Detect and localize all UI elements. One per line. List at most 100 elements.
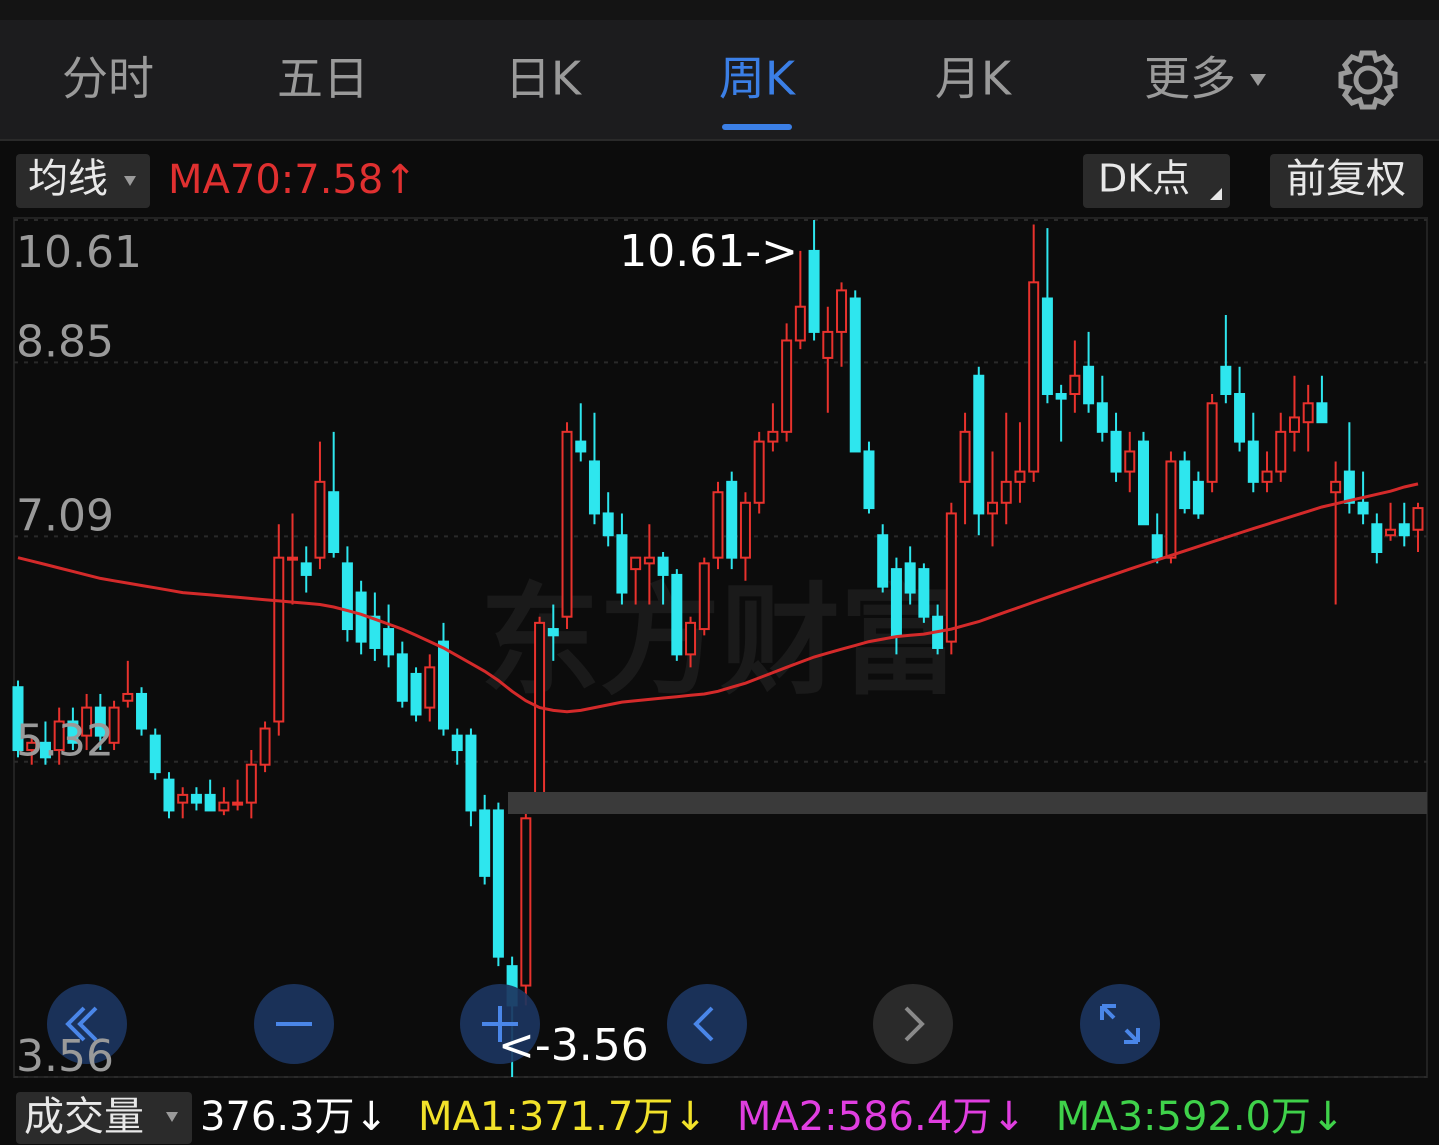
- candle-body: [1343, 470, 1355, 504]
- candle-body: [739, 501, 751, 559]
- candle-body: [643, 556, 655, 565]
- candle-body: [108, 706, 120, 744]
- candle-body: [1096, 402, 1108, 433]
- candle-body: [1069, 374, 1081, 396]
- low-annotation: <-3.56: [498, 1020, 649, 1071]
- candle-body: [94, 706, 106, 737]
- candle-body: [822, 330, 834, 359]
- candle-body: [794, 305, 806, 342]
- candle-body: [945, 512, 957, 643]
- candle-body: [534, 621, 546, 804]
- volume-legend-item: 376.3万↓: [200, 1094, 388, 1140]
- high-annotation: 10.61->: [619, 226, 798, 277]
- control-button[interactable]: [667, 984, 747, 1064]
- tab-label[interactable]: 五日: [277, 52, 369, 106]
- candle-body: [575, 440, 587, 453]
- watermark: 东方财富: [480, 573, 960, 712]
- volume-legend-item: MA3:592.0万↓: [1056, 1094, 1345, 1140]
- candle-body: [410, 672, 422, 716]
- candle-body: [1234, 393, 1246, 443]
- candle-body: [808, 249, 820, 333]
- dropdown-icon: [1250, 74, 1266, 86]
- candle-body: [328, 491, 340, 554]
- candle-body: [1220, 365, 1232, 396]
- candle-body: [836, 289, 848, 333]
- candle-body: [1041, 297, 1053, 396]
- candle-body: [314, 480, 326, 559]
- dk-button[interactable]: [1083, 154, 1230, 208]
- candle-body: [1014, 470, 1026, 483]
- candle-body: [877, 534, 889, 588]
- volume-button[interactable]: [16, 1092, 192, 1144]
- candle-body: [245, 763, 257, 804]
- y-tick-label: 3.56: [16, 1031, 114, 1082]
- y-tick-label: 10.61: [16, 227, 142, 278]
- candle-body: [630, 556, 642, 571]
- candle-body: [355, 591, 367, 643]
- ma-button[interactable]: [16, 154, 150, 208]
- candle-body: [12, 686, 24, 752]
- candle-body: [1371, 523, 1383, 554]
- candle-body: [712, 491, 724, 559]
- adjust-button[interactable]: [1270, 154, 1423, 208]
- candle-body: [1165, 460, 1177, 559]
- y-tick-label: 8.85: [16, 316, 114, 367]
- control-button[interactable]: [47, 984, 127, 1064]
- candle-body: [547, 628, 559, 637]
- candle-body: [26, 741, 38, 752]
- candle-body: [1192, 480, 1204, 515]
- tab-label[interactable]: 周K: [719, 52, 797, 106]
- candle-body: [1302, 402, 1314, 424]
- candle-body: [190, 793, 202, 804]
- candle-body: [1137, 440, 1149, 526]
- candle-body: [1179, 460, 1191, 510]
- control-button[interactable]: [873, 984, 953, 1064]
- y-tick-label: 7.09: [16, 490, 114, 541]
- candle-body: [383, 628, 395, 656]
- candle-body: [81, 706, 93, 737]
- candle-body: [136, 692, 148, 730]
- volume-button-label: 成交量: [24, 1094, 144, 1140]
- candle-body: [1316, 402, 1328, 424]
- control-button[interactable]: [1080, 984, 1160, 1064]
- adjust-button-label: 前复权: [1286, 156, 1406, 202]
- candle-body: [1028, 281, 1040, 473]
- candle-body: [973, 374, 985, 515]
- candle-body: [424, 666, 436, 709]
- control-icon: [1100, 1004, 1140, 1044]
- candle-body: [849, 297, 861, 453]
- corner-icon: [1210, 188, 1222, 200]
- tab-label[interactable]: 日K: [505, 52, 583, 106]
- volume-legend: 376.3万↓ MA1:371.7万↓ MA2:586.4万↓ MA3:592.0万↓: [200, 1094, 1345, 1140]
- chart-controls: [47, 984, 1160, 1064]
- candle-body: [753, 440, 765, 504]
- candle-body: [767, 430, 779, 443]
- candle-body: [726, 480, 738, 559]
- tab-label[interactable]: 月K: [935, 52, 1013, 106]
- candle-body: [959, 430, 971, 483]
- candle-body: [451, 734, 463, 752]
- candle-body: [602, 512, 614, 537]
- settings-button[interactable]: [1338, 50, 1398, 110]
- candle-body: [177, 793, 189, 804]
- tab-label[interactable]: 分时: [62, 52, 154, 106]
- candle-body: [39, 741, 51, 759]
- candle-body: [479, 809, 491, 877]
- candle-body: [341, 562, 353, 631]
- candle-body: [218, 801, 230, 812]
- candle-body: [232, 801, 244, 806]
- candle-body: [863, 450, 875, 510]
- tab-label[interactable]: 更多: [1144, 52, 1236, 106]
- candle-body: [300, 562, 312, 576]
- candle-body: [588, 460, 600, 515]
- candle-body: [904, 562, 916, 594]
- candle-body: [561, 430, 573, 618]
- candle-body: [1083, 365, 1095, 405]
- candle-body: [1110, 430, 1122, 473]
- candle-body: [987, 501, 999, 515]
- candle-body: [1206, 402, 1218, 483]
- y-tick-label: 5.32: [16, 716, 114, 767]
- candle-body: [1357, 501, 1369, 515]
- tab-indicator: [722, 124, 792, 130]
